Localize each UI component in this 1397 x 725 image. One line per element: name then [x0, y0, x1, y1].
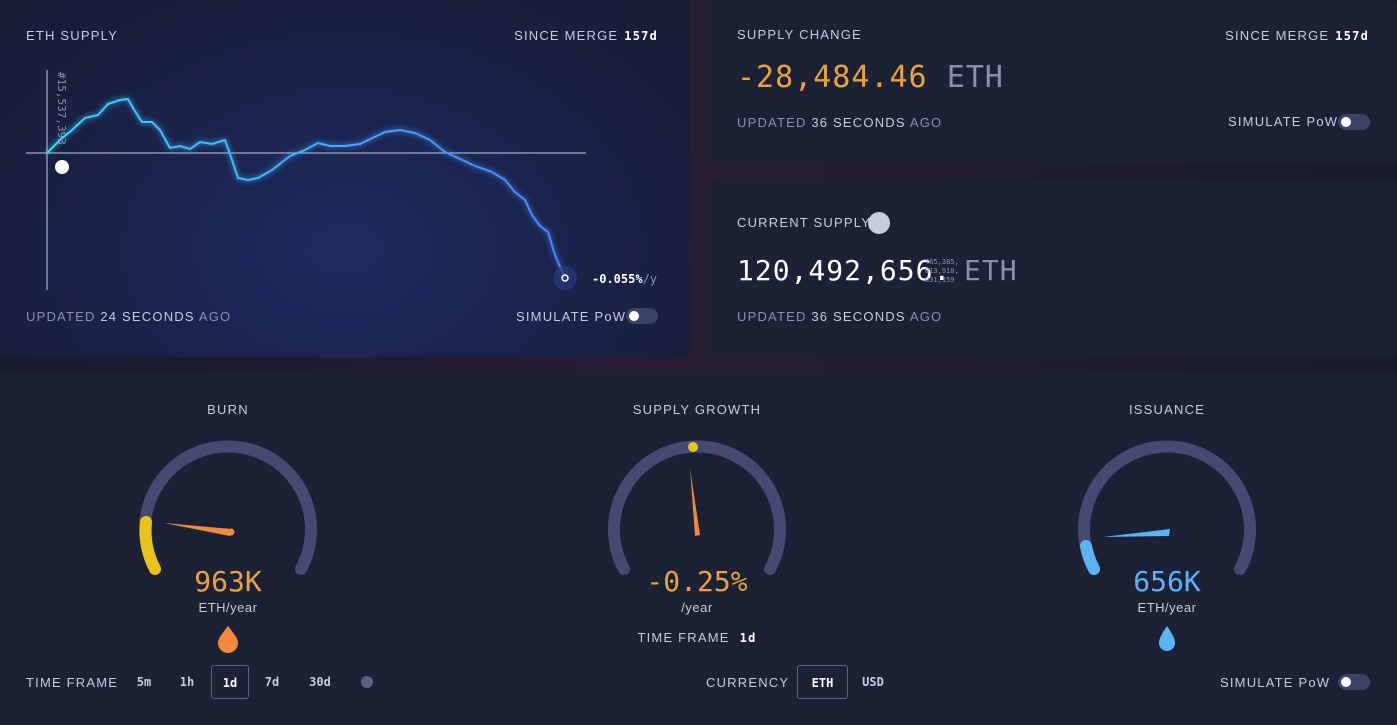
time-frame-label: TIME FRAME	[637, 630, 730, 645]
updated: UPDATED 24 SECONDS AGO	[26, 309, 231, 324]
decimals: 465,385, 813,918, 031,159	[925, 258, 959, 285]
updated-prefix: UPDATED	[737, 309, 807, 324]
time-frame-button[interactable]: 7d	[264, 675, 280, 689]
gauge-fill	[1080, 540, 1100, 575]
updated-prefix: UPDATED	[26, 309, 96, 324]
gauge-value: 656K	[1133, 565, 1201, 598]
gauge-track	[608, 440, 786, 575]
needle	[1103, 529, 1170, 537]
time-frame-button[interactable]: 1d	[211, 665, 249, 699]
currency-button[interactable]: USD	[862, 675, 884, 689]
simulate-toggle[interactable]	[1338, 674, 1370, 690]
gauge-fill	[688, 442, 698, 452]
rate-unit: /y	[643, 272, 657, 286]
block-label: #15,537,393	[55, 72, 68, 145]
time-frame-button[interactable]: 5m	[136, 675, 152, 689]
updated-value: 36 SECONDS	[811, 115, 906, 130]
simulate-toggle[interactable]	[626, 308, 658, 324]
time-frame-button[interactable]: 30d	[309, 675, 331, 689]
needle-hub	[227, 528, 235, 536]
current-supply-value: 120,492,656.	[737, 254, 952, 287]
updated-prefix: UPDATED	[737, 115, 807, 130]
unit: ETH	[964, 254, 1018, 287]
currency-button[interactable]: ETH	[797, 665, 848, 699]
since-value: 157d	[624, 29, 658, 43]
updated-suffix: AGO	[198, 309, 232, 324]
gauge-value: 963K	[194, 565, 262, 598]
gauge-unit: ETH/year	[198, 600, 258, 615]
gauges-panel: BURN 963K ETH/year SUPPLY GROWTH -0.25% /year…	[0, 373, 1397, 725]
since-merge: SINCE MERGE 157d	[514, 28, 658, 43]
time-frame-label: TIME FRAME	[26, 675, 119, 690]
needle	[690, 468, 700, 536]
gauge-track	[1078, 440, 1256, 575]
since-merge: SINCE MERGE 157d	[1225, 28, 1369, 43]
gauge-unit: /year	[681, 600, 713, 615]
gauges	[139, 440, 1256, 688]
growth-gauge	[608, 440, 786, 575]
supply-change-value: -28,484.46 ETH	[737, 60, 1004, 95]
updated-suffix: AGO	[909, 115, 943, 130]
supply-line	[46, 97, 566, 279]
gauge-unit: ETH/year	[1137, 600, 1197, 615]
panel-title: CURRENT SUPPLY	[737, 215, 872, 230]
updated-value: 24 SECONDS	[100, 309, 195, 324]
gauge-title: SUPPLY GROWTH	[632, 402, 762, 417]
time-frame-value: 1d	[739, 631, 757, 645]
supply-change-panel: SUPPLY CHANGE SINCE MERGE 157d -28,484.46…	[706, 0, 1397, 163]
panel-title: SUPPLY CHANGE	[737, 27, 862, 42]
gauge-title: ISSUANCE	[1128, 402, 1206, 417]
current-supply-panel: CURRENT SUPPLY 120,492,656. 465,385, 813…	[706, 180, 1397, 357]
since-label: SINCE MERGE	[514, 28, 619, 43]
gauge-track	[139, 440, 317, 575]
time-frame-button[interactable]: 1h	[179, 675, 195, 689]
updated: UPDATED 36 SECONDS AGO	[737, 115, 942, 130]
rate: -0.055%/y	[592, 272, 657, 286]
updated: UPDATED 36 SECONDS AGO	[737, 309, 942, 324]
needle	[164, 523, 232, 536]
simulate-label: SIMULATE PoW	[1228, 114, 1339, 129]
decimal-row: 031,159	[925, 276, 955, 284]
updated-suffix: AGO	[909, 309, 943, 324]
unit: ETH	[946, 60, 1004, 95]
currency-label: CURRENCY	[706, 675, 790, 690]
simulate-label: SIMULATE PoW	[516, 309, 627, 324]
issuance-gauge	[1078, 440, 1256, 575]
simulate-label: SIMULATE PoW	[1220, 675, 1331, 690]
icon	[868, 212, 890, 234]
gauge-time-frame: TIME FRAME 1d	[547, 630, 847, 645]
gauge-fill	[139, 516, 161, 575]
flame-filter-icon[interactable]	[361, 676, 373, 688]
current-point-halo	[553, 266, 577, 290]
panel-title: ETH SUPPLY	[26, 28, 118, 43]
supply-chart: #15,537,393 -0.055%/y	[26, 70, 657, 290]
value: -28,484.46	[737, 60, 928, 95]
simulate-toggle[interactable]	[1338, 114, 1370, 130]
gauge-value: -0.25%	[646, 565, 748, 598]
since-label: SINCE MERGE	[1225, 28, 1330, 43]
fire-icon	[218, 626, 238, 653]
decimal-row: 813,918,	[925, 267, 959, 275]
rate-value: -0.055%	[592, 272, 643, 286]
eth-supply-panel: ETH SUPPLY SINCE MERGE 157d #15,537,393 -…	[0, 0, 690, 357]
current-point	[561, 274, 569, 282]
since-value: 157d	[1335, 29, 1369, 43]
gauge-title: BURN	[207, 402, 249, 417]
merge-icon	[55, 160, 69, 174]
burn-gauge	[139, 440, 317, 575]
updated-value: 36 SECONDS	[811, 309, 906, 324]
decimal-row: 465,385,	[925, 258, 959, 266]
drop-icon	[1159, 626, 1175, 651]
